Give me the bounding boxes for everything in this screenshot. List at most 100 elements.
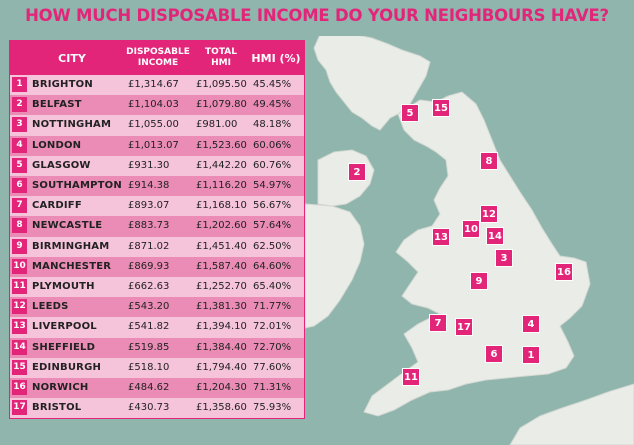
table-header: CITY DISPOSABLE INCOME TOTAL HMI HMI (%) — [10, 41, 304, 75]
total-hmi-value: £1,381.30 — [196, 301, 247, 313]
rank-badge: 15 — [12, 359, 27, 375]
total-hmi-value: £1,168.10 — [196, 200, 247, 212]
city-name: EDINBURGH — [32, 361, 102, 373]
rank-badge: 8 — [12, 218, 27, 234]
hmi-percent-value: 45.45% — [253, 79, 292, 90]
total-hmi-value: £1,384.40 — [196, 341, 247, 353]
hmi-percent-value: 71.31% — [253, 382, 292, 393]
table-row: 3 NOTTINGHAM £1,055.00 £981.00 48.18% — [10, 115, 304, 136]
disposable-income-value: £484.62 — [128, 382, 170, 393]
disposable-income-value: £430.73 — [128, 402, 170, 414]
hmi-percent-value: 57.64% — [253, 220, 292, 232]
header-hmi-percent: HMI (%) — [251, 51, 301, 65]
table-row: 17 BRISTOL £430.73 £1,358.60 75.93% — [10, 398, 304, 419]
table-row: 8 NEWCASTLE £883.73 £1,202.60 57.64% — [10, 216, 304, 237]
disposable-income-value: £541.82 — [128, 321, 170, 333]
disposable-income-value: £893.07 — [128, 200, 170, 212]
map-marker-birmingham: 9 — [470, 272, 488, 290]
rank-badge: 14 — [12, 339, 27, 355]
rank-badge: 11 — [12, 279, 27, 294]
income-table: CITY DISPOSABLE INCOME TOTAL HMI HMI (%) 1… — [9, 40, 305, 419]
disposable-income-value: £883.73 — [128, 220, 170, 232]
map-marker-manchester: 10 — [462, 220, 480, 238]
hmi-percent-value: 60.76% — [253, 159, 292, 171]
city-name: LEEDS — [32, 301, 69, 313]
disposable-income-value: £518.10 — [128, 361, 170, 373]
city-name: BELFAST — [32, 99, 82, 111]
hmi-percent-value: 71.77% — [253, 301, 292, 313]
total-hmi-value: £1,587.40 — [196, 260, 247, 272]
hmi-percent-value: 56.67% — [253, 200, 292, 212]
total-hmi-value: £1,523.60 — [196, 139, 247, 151]
total-hmi-value: £1,202.60 — [196, 220, 247, 232]
hmi-percent-value: 65.40% — [253, 281, 292, 292]
header-city: CITY — [58, 51, 86, 65]
total-hmi-value: £981.00 — [196, 119, 238, 131]
france-land — [509, 383, 634, 445]
total-hmi-value: £1,252.70 — [196, 281, 247, 292]
rank-badge: 17 — [12, 400, 27, 416]
city-name: LIVERPOOL — [32, 321, 97, 333]
hmi-percent-value: 72.70% — [253, 341, 292, 353]
hmi-percent-value: 49.45% — [253, 99, 292, 111]
disposable-income-value: £543.20 — [128, 301, 170, 313]
map-marker-sheffield: 14 — [486, 227, 504, 245]
england-wales-land — [363, 91, 591, 417]
disposable-income-value: £519.85 — [128, 341, 170, 353]
rank-badge: 1 — [12, 77, 27, 92]
table-row: 1 BRIGHTON £1,314.67 £1,095.50 45.45% — [10, 75, 304, 96]
map-marker-glasgow: 5 — [401, 104, 419, 122]
city-name: CARDIFF — [32, 200, 82, 212]
header-total-hmi: TOTAL HMI — [205, 47, 237, 68]
city-name: BIRMINGHAM — [32, 240, 110, 252]
table-row: 5 GLASGOW £931.30 £1,442.20 60.76% — [10, 155, 304, 176]
table-row: 14 SHEFFIELD £519.85 £1,384.40 72.70% — [10, 337, 304, 358]
table-row: 13 LIVERPOOL £541.82 £1,394.10 72.01% — [10, 317, 304, 338]
total-hmi-value: £1,204.30 — [196, 382, 247, 393]
table-row: 16 NORWICH £484.62 £1,204.30 71.31% — [10, 378, 304, 399]
city-name: SOUTHAMPTON — [32, 180, 122, 191]
rank-badge: 9 — [12, 238, 27, 254]
city-name: PLYMOUTH — [32, 281, 95, 292]
disposable-income-value: £869.93 — [128, 260, 170, 272]
table-row: 12 LEEDS £543.20 £1,381.30 71.77% — [10, 297, 304, 318]
hmi-percent-value: 48.18% — [253, 119, 292, 131]
table-row: 4 LONDON £1,013.07 £1,523.60 60.06% — [10, 135, 304, 156]
table-row: 7 CARDIFF £893.07 £1,168.10 56.67% — [10, 196, 304, 217]
map-marker-bristol: 17 — [455, 318, 473, 336]
rank-badge: 4 — [12, 137, 27, 153]
rank-badge: 6 — [12, 178, 27, 193]
total-hmi-value: £1,358.60 — [196, 402, 247, 414]
total-hmi-value: £1,116.20 — [196, 180, 247, 191]
hmi-percent-value: 64.60% — [253, 260, 292, 272]
disposable-income-value: £1,055.00 — [128, 119, 179, 131]
hmi-percent-value: 77.60% — [253, 361, 292, 373]
header-disposable-income: DISPOSABLE INCOME — [126, 47, 190, 68]
total-hmi-value: £1,079.80 — [196, 99, 247, 111]
map-marker-london: 4 — [522, 315, 540, 333]
map-marker-belfast: 2 — [348, 163, 366, 181]
map-marker-liverpool: 13 — [432, 228, 450, 246]
page-title: HOW MUCH DISPOSABLE INCOME DO YOUR NEIGH… — [0, 0, 634, 36]
rank-badge: 2 — [12, 97, 27, 113]
map-marker-norwich: 16 — [555, 263, 573, 281]
total-hmi-value: £1,095.50 — [196, 79, 247, 90]
table-row: 9 BIRMINGHAM £871.02 £1,451.40 62.50% — [10, 236, 304, 257]
city-name: NORWICH — [32, 382, 89, 393]
disposable-income-value: £871.02 — [128, 240, 170, 252]
map-marker-newcastle: 8 — [480, 152, 498, 170]
map-marker-southampton: 6 — [485, 345, 503, 363]
disposable-income-value: £931.30 — [128, 159, 170, 171]
disposable-income-value: £914.38 — [128, 180, 170, 191]
rank-badge: 10 — [12, 258, 27, 274]
disposable-income-value: £662.63 — [128, 281, 170, 292]
rank-badge: 5 — [12, 157, 27, 173]
hmi-percent-value: 62.50% — [253, 240, 292, 252]
rank-badge: 13 — [12, 319, 27, 335]
map-marker-cardiff: 7 — [429, 314, 447, 332]
disposable-income-value: £1,013.07 — [128, 139, 179, 151]
table-row: 15 EDINBURGH £518.10 £1,794.40 77.60% — [10, 357, 304, 378]
city-name: NEWCASTLE — [32, 220, 103, 232]
city-name: NOTTINGHAM — [32, 119, 112, 131]
city-name: MANCHESTER — [32, 260, 112, 272]
